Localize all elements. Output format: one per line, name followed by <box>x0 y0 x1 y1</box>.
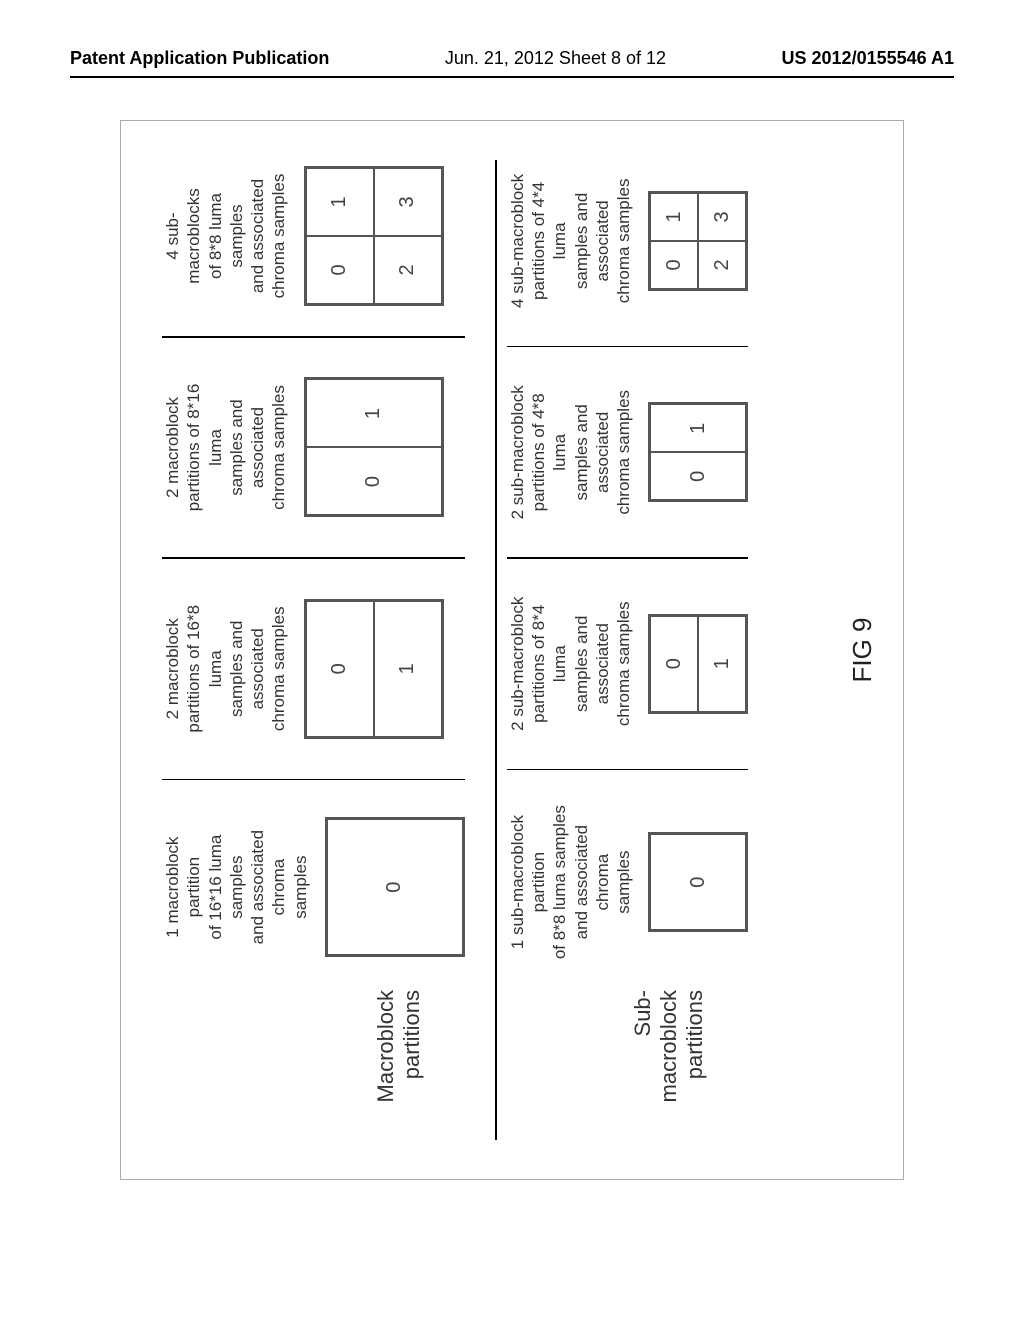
smb-caption-4x4: 4 sub-macroblock partitions of 4*4 luma … <box>507 166 635 316</box>
partition-index: 1 <box>650 404 746 452</box>
smb-grid-8x4: 0 1 <box>648 614 748 714</box>
partition-index: 1 <box>650 193 698 241</box>
sub-macroblock-row-label: Sub-macroblock partitions <box>630 990 748 1140</box>
smb-grid-4x4: 0 1 2 3 <box>648 191 748 291</box>
partition-index: 3 <box>698 193 746 241</box>
cell-divider <box>162 557 465 559</box>
partition-index: 0 <box>306 601 374 737</box>
smb-grid-8x8: 0 <box>648 832 748 932</box>
partition-index: 0 <box>650 616 698 712</box>
partition-index: 1 <box>306 168 374 236</box>
sub-macroblock-row: Sub-macroblock partitions 1 sub-macroblo… <box>497 150 779 1150</box>
macroblock-cells: 1 macroblock partition of 16*16 luma sam… <box>162 160 465 970</box>
mb-cell-8x16: 2 macroblock partitions of 8*16 luma sam… <box>162 362 444 534</box>
partition-index: 0 <box>650 452 746 500</box>
smb-caption-8x8: 1 sub-macroblock partition of 8*8 luma s… <box>507 800 635 964</box>
smb-caption-4x8: 2 sub-macroblock partitions of 4*8 luma … <box>507 377 635 527</box>
mb-cell-16x16: 1 macroblock partition of 16*16 luma sam… <box>162 804 465 970</box>
smb-cell-4x8: 2 sub-macroblock partitions of 4*8 luma … <box>507 371 749 533</box>
partition-index: 0 <box>306 236 374 304</box>
sub-macroblock-cells: 1 sub-macroblock partition of 8*8 luma s… <box>507 160 749 970</box>
cell-divider <box>162 779 465 781</box>
smb-cell-8x8: 1 sub-macroblock partition of 8*8 luma s… <box>507 794 749 970</box>
smb-caption-8x4: 2 sub-macroblock partitions of 8*4 luma … <box>507 589 635 739</box>
mb-grid-16x16: 0 <box>325 817 465 957</box>
smb-cell-4x4: 4 sub-macroblock partitions of 4*4 luma … <box>507 160 749 322</box>
page-header: Patent Application Publication Jun. 21, … <box>0 48 1024 69</box>
cell-divider <box>507 769 749 771</box>
partition-index: 1 <box>374 601 442 737</box>
partition-index: 2 <box>698 241 746 289</box>
macroblock-row-label: Macroblock partitions <box>373 990 465 1140</box>
mb-grid-16x8: 0 1 <box>304 599 444 739</box>
partition-index: 1 <box>698 616 746 712</box>
figure-rotated-wrap: Macroblock partitions 1 macroblock parti… <box>152 150 872 1150</box>
partition-index: 0 <box>650 834 746 930</box>
mb-caption-16x16: 1 macroblock partition of 16*16 luma sam… <box>162 810 311 964</box>
smb-cell-8x4: 2 sub-macroblock partitions of 8*4 luma … <box>507 583 749 745</box>
cell-divider <box>507 346 749 348</box>
header-right: US 2012/0155546 A1 <box>782 48 954 69</box>
partition-index: 0 <box>327 819 463 955</box>
figure-label: FIG 9 <box>847 150 878 1150</box>
macroblock-row: Macroblock partitions 1 macroblock parti… <box>152 150 495 1150</box>
header-left: Patent Application Publication <box>70 48 329 69</box>
mb-grid-8x16: 0 1 <box>304 378 444 518</box>
partition-index: 0 <box>650 241 698 289</box>
partition-index: 3 <box>374 168 442 236</box>
mb-grid-8x8: 0 1 2 3 <box>304 166 444 306</box>
mb-cell-8x8: 4 sub- macroblocks of 8*8 luma samples a… <box>162 160 444 312</box>
mb-cell-16x8: 2 macroblock partitions of 16*8 luma sam… <box>162 583 444 755</box>
header-rule <box>70 76 954 78</box>
mb-caption-16x8: 2 macroblock partitions of 16*8 luma sam… <box>162 589 290 749</box>
cell-divider <box>162 336 465 338</box>
mb-caption-8x16: 2 macroblock partitions of 8*16 luma sam… <box>162 368 290 528</box>
partition-index: 2 <box>374 236 442 304</box>
page-frame: Macroblock partitions 1 macroblock parti… <box>120 120 904 1180</box>
mb-caption-8x8: 4 sub- macroblocks of 8*8 luma samples a… <box>162 166 290 306</box>
figure-9: Macroblock partitions 1 macroblock parti… <box>152 150 872 1150</box>
partition-index: 0 <box>306 448 442 516</box>
smb-grid-4x8: 0 1 <box>648 402 748 502</box>
header-center: Jun. 21, 2012 Sheet 8 of 12 <box>445 48 666 69</box>
cell-divider <box>507 557 749 559</box>
partition-index: 1 <box>306 380 442 448</box>
